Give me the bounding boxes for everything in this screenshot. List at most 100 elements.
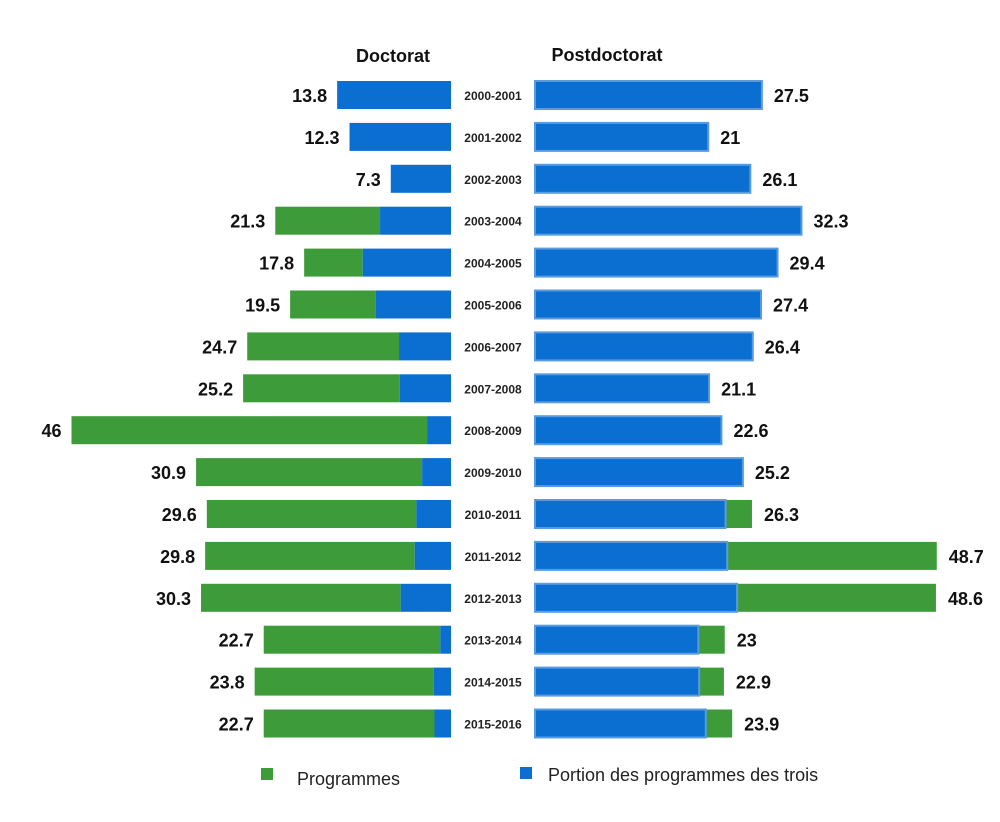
doctorat-programmes-bar [71, 416, 428, 445]
left-title: Doctorat [356, 46, 430, 66]
doctorat-value-label: 19.5 [245, 296, 280, 316]
doctorat-value-label: 46 [41, 421, 61, 441]
postdoctorat-programmes-bar [737, 583, 936, 612]
doctorat-programmes-bar [290, 290, 376, 319]
postdoctorat-programmes-bar [725, 500, 752, 528]
doctorat-portion-bar [400, 583, 451, 612]
doctorat-portion-bar [422, 458, 451, 487]
doctorat-portion-bar [375, 290, 451, 319]
postdoctorat-portion-bar [534, 708, 707, 739]
doctorat-value-label: 30.9 [151, 463, 186, 483]
year-label: 2015-2016 [464, 718, 522, 732]
doctorat-portion-bar [427, 416, 451, 445]
year-label: 2008-2009 [464, 424, 522, 438]
doctorat-value-label: 21.3 [230, 212, 265, 232]
postdoctorat-portion-bar [534, 499, 727, 529]
doctorat-portion-bar [390, 164, 451, 193]
doctorat-value-label: 25.2 [198, 379, 233, 399]
legend-label-programmes: Programmes [297, 769, 400, 789]
postdoctorat-value-label: 32.3 [813, 212, 848, 232]
postdoctorat-portion-bar [534, 247, 779, 278]
postdoctorat-programmes-bar [705, 709, 733, 738]
doctorat-value-label: 29.8 [160, 547, 195, 567]
postdoctorat-value-label: 23.9 [744, 715, 779, 735]
doctorat-portion-bar [434, 709, 451, 738]
postdoctorat-portion-bar [534, 666, 701, 697]
postdoctorat-portion-bar [534, 582, 739, 613]
postdoctorat-value-label: 21.1 [721, 379, 756, 399]
doctorat-programmes-bar [304, 248, 363, 277]
doctorat-programmes-bar [263, 709, 435, 738]
postdoctorat-portion-bar [534, 289, 763, 320]
doctorat-value-label: 22.7 [219, 631, 254, 651]
doctorat-portion-bar [416, 500, 451, 528]
doctorat-portion-bar [414, 541, 451, 570]
postdoctorat-value-label: 26.1 [762, 170, 797, 190]
doctorat-value-label: 29.6 [162, 505, 197, 525]
postdoctorat-portion-bar [534, 121, 710, 152]
doctorat-programmes-bar [196, 458, 423, 487]
year-label: 2012-2013 [464, 592, 522, 606]
doctorat-programmes-bar [201, 583, 401, 612]
doctorat-programmes-bar [263, 625, 441, 654]
postdoctorat-value-label: 48.6 [948, 589, 983, 609]
right-title: Postdoctorat [551, 45, 662, 65]
postdoctorat-portion-bar [534, 80, 763, 110]
doctorat-portion-bar [433, 667, 451, 696]
doctorat-portion-bar [440, 625, 451, 654]
postdoctorat-portion-bar [534, 373, 711, 404]
postdoctorat-portion-bar [534, 415, 723, 446]
postdoctorat-value-label: 22.6 [733, 421, 768, 441]
doctorat-programmes-bar [206, 500, 417, 528]
year-label: 2009-2010 [464, 466, 522, 480]
legend-swatch-programmes [261, 768, 273, 780]
year-label: 2006-2007 [464, 340, 522, 354]
postdoctorat-value-label: 27.4 [773, 296, 808, 316]
year-label: 2002-2003 [464, 173, 522, 187]
postdoctorat-programmes-bar [727, 541, 937, 570]
doctorat-value-label: 7.3 [356, 170, 381, 190]
doctorat-value-label: 17.8 [259, 254, 294, 274]
postdoctorat-portion-bar [534, 331, 754, 362]
bars-group: 13.8 2000-2001 27.5 12.3 2001-2002 21 7.3 2002-… [41, 80, 984, 739]
year-label: 2003-2004 [464, 215, 522, 229]
doctorat-programmes-bar [275, 206, 381, 235]
doctorat-portion-bar [349, 122, 451, 151]
postdoctorat-value-label: 23 [737, 631, 757, 651]
postdoctorat-value-label: 26.4 [765, 337, 800, 357]
year-label: 2013-2014 [464, 634, 522, 648]
year-label: 2004-2005 [464, 257, 522, 271]
doctorat-portion-bar [399, 374, 451, 403]
doctorat-programmes-bar [247, 332, 400, 361]
postdoctorat-programmes-bar [699, 667, 724, 696]
doctorat-value-label: 12.3 [304, 128, 339, 148]
year-label: 2000-2001 [464, 89, 522, 103]
postdoctorat-portion-bar [534, 540, 729, 571]
legend: Programmes Portion des programmes des tr… [261, 765, 818, 789]
postdoctorat-value-label: 27.5 [774, 86, 809, 106]
doctorat-portion-bar [337, 81, 451, 109]
postdoctorat-portion-bar [534, 205, 803, 236]
postdoctorat-value-label: 22.9 [736, 673, 771, 693]
legend-swatch-portion [520, 767, 532, 779]
year-label: 2007-2008 [464, 382, 522, 396]
year-label: 2011-2012 [465, 550, 522, 564]
postdoctorat-portion-bar [534, 163, 752, 194]
doctorat-programmes-bar [254, 667, 434, 696]
doctorat-portion-bar [380, 206, 451, 235]
doctorat-value-label: 23.8 [210, 673, 245, 693]
doctorat-programmes-bar [243, 374, 400, 403]
doctorat-programmes-bar [205, 541, 415, 570]
postdoctorat-portion-bar [534, 457, 744, 488]
doctorat-portion-bar [362, 248, 451, 277]
doctorat-value-label: 24.7 [202, 337, 237, 357]
year-label: 2010-2011 [465, 508, 522, 522]
postdoctorat-portion-bar [534, 624, 700, 655]
doctorat-value-label: 30.3 [156, 589, 191, 609]
postdoctorat-value-label: 21 [720, 128, 740, 148]
postdoctorat-value-label: 26.3 [764, 505, 799, 525]
postdoctorat-value-label: 29.4 [790, 254, 825, 274]
year-label: 2005-2006 [464, 299, 522, 313]
year-label: 2014-2015 [464, 676, 522, 690]
